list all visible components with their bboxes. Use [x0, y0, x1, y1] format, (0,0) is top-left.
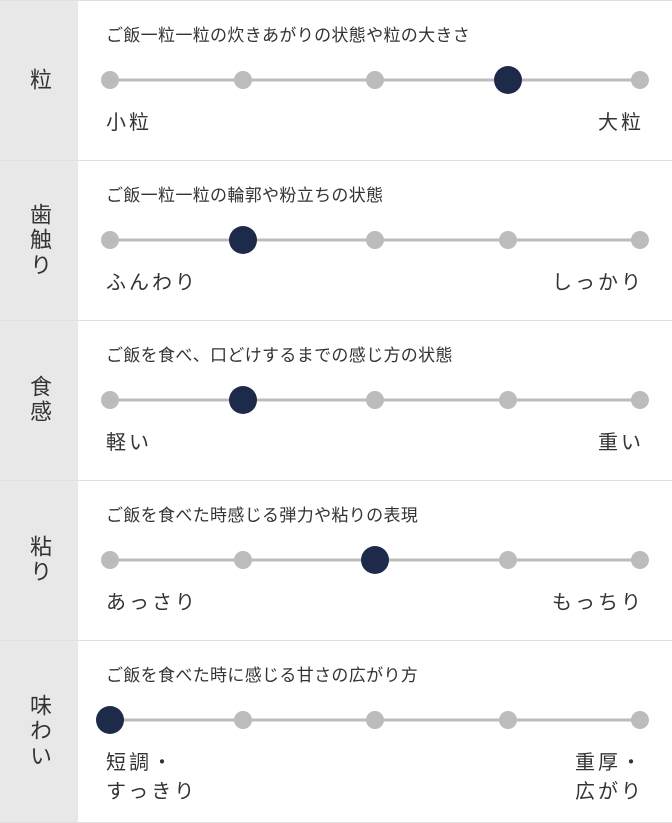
slider-selected — [96, 706, 124, 734]
row-label: 食感 — [23, 375, 55, 426]
slider-dot — [366, 711, 384, 729]
slider-selected — [229, 386, 257, 414]
scale-left: あっさり — [106, 586, 198, 615]
content-cell: ご飯を食べた時感じる弾力や粘りの表現 あっさり もっちり — [78, 481, 672, 640]
slider-dot — [101, 551, 119, 569]
slider — [110, 68, 640, 92]
slider — [110, 548, 640, 572]
scale-left: 短調・ すっきり — [106, 746, 197, 804]
label-cell: 味わい — [0, 641, 78, 822]
row-label: 粘り — [23, 535, 55, 586]
scale-left: 小粒 — [106, 106, 152, 135]
row-stickiness: 粘り ご飯を食べた時感じる弾力や粘りの表現 あっさり もっちり — [0, 481, 672, 641]
label-cell: 粘り — [0, 481, 78, 640]
scale-labels: 短調・ すっきり 重厚・ 広がり — [106, 746, 644, 804]
content-cell: ご飯を食べた時に感じる甘さの広がり方 短調・ すっきり 重厚・ 広がり — [78, 641, 672, 822]
row-description: ご飯一粒一粒の輪郭や粉立ちの状態 — [106, 181, 644, 206]
scale-right: 重い — [598, 426, 644, 455]
scale-right: 重厚・ 広がり — [575, 746, 644, 804]
slider-dot — [234, 551, 252, 569]
slider-selected — [494, 66, 522, 94]
label-cell: 食感 — [0, 321, 78, 480]
slider-dot — [101, 71, 119, 89]
slider — [110, 708, 640, 732]
row-label: 粒 — [23, 68, 55, 93]
scale-labels: 軽い 重い — [106, 426, 644, 455]
scale-labels: 小粒 大粒 — [106, 106, 644, 135]
row-taste: 味わい ご飯を食べた時に感じる甘さの広がり方 短調・ すっきり 重厚・ 広がり — [0, 641, 672, 823]
row-label: 味わい — [23, 694, 55, 770]
row-description: ご飯を食べ、口どけするまでの感じ方の状態 — [106, 341, 644, 366]
slider-dot — [499, 711, 517, 729]
rice-characteristics-table: 粒 ご飯一粒一粒の炊きあがりの状態や粒の大きさ 小粒 大粒 歯触り ご飯一粒一粒… — [0, 0, 672, 823]
slider-dot — [234, 711, 252, 729]
label-cell: 粒 — [0, 1, 78, 160]
slider — [110, 228, 640, 252]
row-grain: 粒 ご飯一粒一粒の炊きあがりの状態や粒の大きさ 小粒 大粒 — [0, 1, 672, 161]
content-cell: ご飯一粒一粒の炊きあがりの状態や粒の大きさ 小粒 大粒 — [78, 1, 672, 160]
row-texture: 歯触り ご飯一粒一粒の輪郭や粉立ちの状態 ふんわり しっかり — [0, 161, 672, 321]
slider-dot — [631, 551, 649, 569]
slider — [110, 388, 640, 412]
slider-dot — [631, 71, 649, 89]
slider-dot — [101, 231, 119, 249]
slider-dot — [366, 71, 384, 89]
slider-dot — [499, 231, 517, 249]
slider-selected — [229, 226, 257, 254]
scale-left: ふんわり — [106, 266, 198, 295]
row-description: ご飯一粒一粒の炊きあがりの状態や粒の大きさ — [106, 21, 644, 46]
scale-labels: あっさり もっちり — [106, 586, 644, 615]
scale-right: 大粒 — [598, 106, 644, 135]
scale-labels: ふんわり しっかり — [106, 266, 644, 295]
row-mouthfeel: 食感 ご飯を食べ、口どけするまでの感じ方の状態 軽い 重い — [0, 321, 672, 481]
scale-left: 軽い — [106, 426, 152, 455]
slider-dot — [631, 391, 649, 409]
row-description: ご飯を食べた時感じる弾力や粘りの表現 — [106, 501, 644, 526]
scale-right: しっかり — [552, 266, 644, 295]
slider-dot — [366, 391, 384, 409]
row-description: ご飯を食べた時に感じる甘さの広がり方 — [106, 661, 644, 686]
row-label: 歯触り — [23, 203, 55, 279]
content-cell: ご飯を食べ、口どけするまでの感じ方の状態 軽い 重い — [78, 321, 672, 480]
slider-dot — [499, 391, 517, 409]
slider-dot — [631, 711, 649, 729]
content-cell: ご飯一粒一粒の輪郭や粉立ちの状態 ふんわり しっかり — [78, 161, 672, 320]
slider-dot — [234, 71, 252, 89]
slider-dot — [101, 391, 119, 409]
label-cell: 歯触り — [0, 161, 78, 320]
slider-selected — [361, 546, 389, 574]
slider-dot — [631, 231, 649, 249]
scale-right: もっちり — [552, 586, 644, 615]
slider-dot — [366, 231, 384, 249]
slider-dot — [499, 551, 517, 569]
